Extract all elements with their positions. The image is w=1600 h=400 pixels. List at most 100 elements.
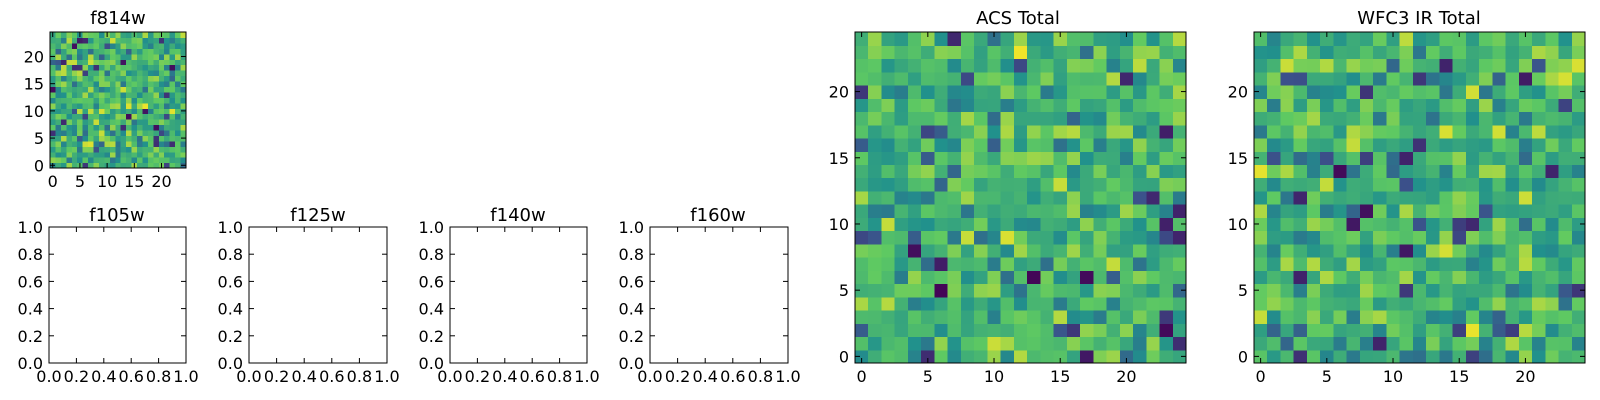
pixel-acs-total-2-23 — [1159, 323, 1174, 338]
pixel-wfc3-ir-total-5-14 — [1439, 283, 1454, 298]
pixel-f814w-1-15 — [131, 157, 138, 164]
pixel-acs-total-5-24 — [1172, 283, 1187, 298]
pixel-f814w-23-4 — [71, 37, 78, 44]
pixel-wfc3-ir-total-16-13 — [1426, 137, 1440, 152]
pixel-f814w-17-1 — [55, 70, 62, 77]
pixel-f814w-16-15 — [131, 75, 138, 82]
pixel-acs-total-20-16 — [1066, 84, 1081, 99]
pixel-acs-total-5-14 — [1040, 283, 1055, 298]
pixel-wfc3-ir-total-24-2 — [1280, 32, 1295, 46]
pixel-acs-total-24-1 — [868, 32, 883, 46]
pixel-acs-total-8-18 — [1093, 243, 1108, 258]
pixel-wfc3-ir-total-13-12 — [1412, 177, 1427, 192]
pixel-acs-total-9-7 — [947, 230, 962, 245]
pixel-wfc3-ir-total-6-1 — [1267, 270, 1282, 285]
pixel-acs-total-8-22 — [1146, 243, 1161, 258]
pixel-wfc3-ir-total-23-15 — [1452, 45, 1467, 60]
pixel-acs-total-10-13 — [1027, 217, 1041, 232]
pixel-f814w-12-22 — [169, 97, 176, 104]
pixel-f814w-1-10 — [104, 157, 111, 164]
pixel-wfc3-ir-total-10-23 — [1558, 217, 1573, 232]
pixel-acs-total-8-17 — [1080, 243, 1094, 258]
pixel-f814w-15-16 — [137, 80, 144, 87]
pixel-f814w-12-18 — [147, 97, 154, 104]
pixel-f814w-24-9 — [98, 32, 105, 39]
pixel-f814w-7-10 — [104, 124, 111, 131]
pixel-wfc3-ir-total-15-4 — [1306, 151, 1321, 165]
pixel-wfc3-ir-total-21-0 — [1254, 71, 1268, 86]
pixel-f814w-11-3 — [66, 102, 73, 109]
pixel-f814w-8-8 — [93, 119, 100, 126]
pixel-f814w-10-22 — [169, 108, 176, 115]
pixel-f814w-6-1 — [55, 129, 62, 136]
pixel-f814w-12-20 — [158, 97, 165, 104]
pixel-wfc3-ir-total-6-6 — [1333, 270, 1348, 285]
pixel-f814w-16-12 — [115, 75, 122, 82]
pixel-f814w-10-21 — [164, 108, 171, 115]
pixel-acs-total-6-11 — [1000, 270, 1015, 285]
pixel-wfc3-ir-total-20-9 — [1373, 84, 1387, 99]
pixel-wfc3-ir-total-13-2 — [1280, 177, 1295, 192]
pixel-acs-total-0-9 — [974, 349, 988, 364]
pixel-acs-total-23-0 — [855, 45, 869, 60]
pixel-f814w-13-9 — [98, 91, 105, 98]
pixel-f814w-24-4 — [71, 32, 78, 39]
pixel-acs-total-20-6 — [934, 84, 949, 99]
pixel-acs-total-8-23 — [1159, 243, 1174, 258]
pixel-acs-total-20-4 — [907, 84, 922, 99]
xtick-label-f140w: 0.8 — [547, 367, 572, 386]
pixel-f814w-2-24 — [180, 151, 187, 158]
pixel-wfc3-ir-total-24-20 — [1518, 32, 1533, 46]
pixel-f814w-7-16 — [137, 124, 144, 131]
pixel-f814w-12-21 — [164, 97, 171, 104]
pixel-f814w-0-4 — [71, 162, 78, 169]
pixel-wfc3-ir-total-5-8 — [1359, 283, 1374, 298]
pixel-f814w-2-22 — [169, 151, 176, 158]
pixel-f814w-22-17 — [142, 42, 149, 49]
pixel-wfc3-ir-total-7-24 — [1571, 257, 1586, 271]
pixel-wfc3-ir-total-13-14 — [1439, 177, 1454, 192]
pixel-acs-total-21-20 — [1119, 71, 1134, 86]
pixel-wfc3-ir-total-10-9 — [1373, 217, 1387, 232]
pixel-f814w-7-2 — [60, 124, 67, 131]
pixel-acs-total-13-8 — [960, 177, 975, 192]
pixel-f814w-11-24 — [180, 102, 187, 109]
pixel-f814w-5-9 — [98, 135, 105, 142]
pixel-acs-total-12-3 — [894, 190, 909, 205]
pixel-f814w-24-18 — [147, 32, 154, 39]
pixel-f814w-0-9 — [98, 162, 105, 169]
pixel-wfc3-ir-total-16-3 — [1293, 137, 1308, 152]
pixel-wfc3-ir-total-9-0 — [1254, 230, 1268, 245]
pixel-f814w-1-3 — [66, 157, 73, 164]
pixel-f814w-11-6 — [82, 102, 89, 109]
pixel-acs-total-1-17 — [1080, 336, 1094, 351]
pixel-wfc3-ir-total-8-1 — [1267, 243, 1282, 258]
pixel-f814w-15-23 — [175, 80, 182, 87]
ytick-label-f125w: 0.0 — [218, 354, 243, 373]
pixel-wfc3-ir-total-8-22 — [1545, 243, 1560, 258]
pixel-acs-total-21-0 — [855, 71, 869, 86]
pixel-acs-total-7-10 — [987, 257, 1002, 271]
pixel-acs-total-7-7 — [947, 257, 962, 271]
pixel-acs-total-17-23 — [1159, 124, 1174, 139]
pixel-wfc3-ir-total-9-13 — [1426, 230, 1440, 245]
pixel-f814w-12-10 — [104, 97, 111, 104]
pixel-wfc3-ir-total-23-22 — [1545, 45, 1560, 60]
pixel-f814w-1-18 — [147, 157, 154, 164]
pixel-f814w-24-11 — [109, 32, 116, 39]
pixel-wfc3-ir-total-5-15 — [1452, 283, 1467, 298]
pixel-wfc3-ir-total-9-14 — [1439, 230, 1454, 245]
pixel-f814w-6-4 — [71, 129, 78, 136]
pixel-acs-total-5-15 — [1053, 283, 1068, 298]
ytick-label-f140w: 0.8 — [419, 245, 444, 264]
pixel-acs-total-15-0 — [855, 151, 869, 165]
pixel-wfc3-ir-total-2-21 — [1532, 323, 1546, 338]
pixel-f814w-8-6 — [82, 119, 89, 126]
pixel-acs-total-11-9 — [974, 204, 988, 218]
pixel-acs-total-0-2 — [881, 349, 896, 364]
pixel-wfc3-ir-total-17-0 — [1254, 124, 1268, 139]
pixel-acs-total-18-11 — [1000, 111, 1015, 126]
pixel-wfc3-ir-total-6-13 — [1426, 270, 1440, 285]
pixel-f814w-20-18 — [147, 53, 154, 60]
